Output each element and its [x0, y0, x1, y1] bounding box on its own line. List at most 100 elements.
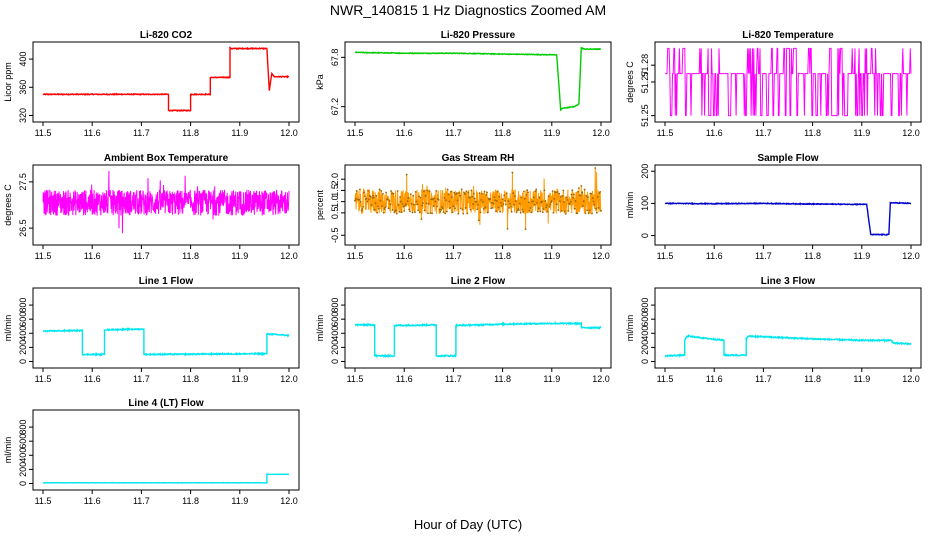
x-tick-label: 11.6: [706, 251, 723, 261]
data-point: [388, 199, 391, 202]
data-point: [564, 210, 566, 213]
series-line: [664, 201, 911, 237]
data-point: [535, 188, 538, 191]
data-point: [386, 198, 389, 201]
y-tick-label: 67.8: [330, 49, 340, 67]
data-point: [411, 211, 414, 214]
series-line: [42, 326, 290, 357]
series-line: [354, 321, 602, 359]
data-point: [584, 212, 587, 215]
y-tick-label: 27.5: [18, 173, 28, 191]
data-point: [429, 212, 432, 214]
data-point: [550, 200, 553, 202]
y-tick-label: 2.0: [330, 173, 340, 186]
data-point: [538, 196, 541, 199]
x-tick-label: 11.9: [231, 496, 248, 506]
y-tick-label: 400: [640, 326, 650, 341]
data-point: [545, 204, 548, 207]
data-point: [396, 190, 399, 192]
data-point: [407, 197, 410, 199]
data-point: [365, 197, 368, 200]
data-point: [369, 195, 372, 198]
data-point: [597, 206, 600, 209]
data-point: [372, 196, 375, 199]
x-tick-label: 11.5: [347, 374, 364, 384]
y-tick-label: 0.5: [330, 207, 340, 220]
y-tick-label: 600: [18, 312, 28, 327]
data-point: [381, 192, 384, 195]
data-point: [512, 192, 515, 195]
data-point: [514, 195, 516, 198]
x-tick-label: 11.7: [755, 374, 772, 384]
data-point: [562, 189, 565, 192]
panel-title: Li-820 Temperature: [742, 30, 834, 41]
plot-frame: [344, 41, 612, 123]
series-line: [42, 473, 290, 484]
data-point: [457, 212, 460, 215]
x-tick-label: 11.9: [853, 374, 870, 384]
data-point: [486, 211, 489, 214]
data-point: [448, 200, 451, 203]
data-point: [478, 192, 481, 195]
data-point: [570, 193, 573, 196]
y-tick-label: -0.5: [330, 228, 340, 244]
data-point: [367, 190, 370, 192]
data-point: [459, 194, 461, 197]
data-point: [508, 206, 511, 209]
panel-title: Ambient Box Temperature: [104, 153, 229, 164]
y-tick-label: 51.27: [640, 71, 650, 94]
data-point: [401, 203, 404, 205]
data-point: [565, 196, 568, 199]
x-tick-label: 11.5: [347, 128, 364, 138]
data-point: [577, 187, 580, 190]
data-point: [600, 209, 602, 212]
data-point: [447, 193, 450, 196]
data-point: [482, 201, 484, 203]
data-point: [449, 206, 452, 209]
data-point: [511, 171, 514, 174]
y-tick-label: 0: [18, 359, 28, 364]
data-point: [543, 189, 546, 192]
data-point: [442, 211, 445, 214]
data-point: [418, 211, 421, 214]
x-tick-label: 11.6: [706, 128, 723, 138]
data-point: [555, 203, 558, 206]
data-point: [559, 196, 562, 198]
data-point: [585, 195, 588, 197]
data-point: [527, 191, 529, 194]
x-tick-label: 11.8: [494, 251, 511, 261]
data-point: [485, 194, 488, 196]
data-point: [410, 202, 413, 205]
y-tick-label: 320: [18, 108, 28, 123]
data-point: [525, 194, 528, 196]
data-point: [527, 201, 530, 204]
data-point: [564, 212, 567, 215]
data-point: [528, 209, 531, 212]
y-tick-label: 1.0: [330, 195, 340, 208]
data-point: [473, 197, 476, 200]
data-point: [482, 207, 485, 210]
panel-title: Li-820 CO2: [140, 30, 193, 41]
data-point: [428, 190, 431, 193]
data-point: [423, 209, 426, 212]
data-point: [383, 208, 386, 210]
x-tick-label: 11.7: [133, 374, 150, 384]
data-point: [408, 208, 411, 211]
x-axis-label: Hour of Day (UTC): [413, 517, 523, 532]
data-point: [445, 210, 448, 213]
data-point: [354, 199, 356, 202]
data-point: [573, 193, 575, 196]
data-point: [506, 227, 509, 230]
data-point: [491, 201, 493, 204]
data-point: [499, 210, 502, 213]
data-point: [504, 203, 507, 206]
y-tick-label: 200: [18, 340, 28, 355]
data-point: [425, 202, 428, 205]
x-tick-label: 11.7: [445, 374, 462, 384]
data-point: [593, 203, 596, 206]
data-point: [591, 212, 593, 215]
x-tick-label: 11.8: [494, 128, 511, 138]
data-point: [422, 202, 424, 205]
data-point: [475, 200, 478, 203]
y-tick-label: 0: [330, 359, 340, 364]
